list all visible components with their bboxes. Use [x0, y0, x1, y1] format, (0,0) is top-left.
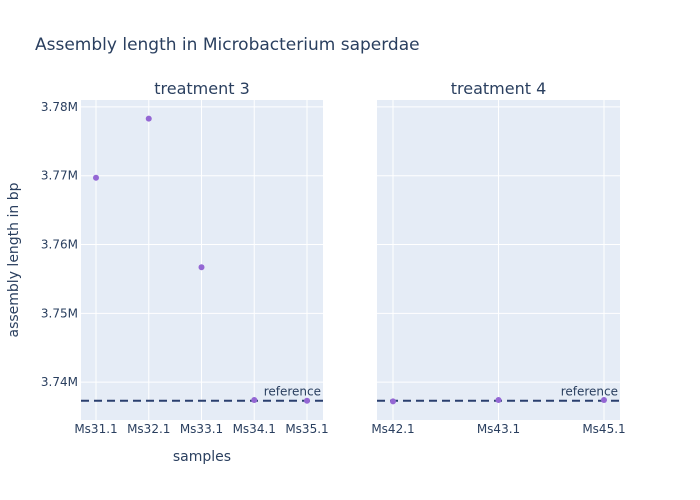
gridlines [377, 100, 620, 420]
y-tick-label: 3.77M [41, 169, 78, 183]
x-tick-label: Ms43.1 [477, 422, 520, 436]
data-point [251, 397, 258, 404]
x-tick-label: Ms45.1 [582, 422, 625, 436]
x-tick-label: Ms35.1 [285, 422, 328, 436]
data-point [390, 398, 396, 405]
y-tick-label: 3.74M [41, 375, 78, 389]
series-marks: Ms42.1 Ms43.1 Ms45.1 reference [371, 385, 625, 436]
chart-title: Assembly length in Microbacterium saperd… [35, 35, 420, 55]
reference-label: reference [561, 385, 618, 399]
x-axis-label: samples [173, 449, 231, 465]
panel-title: treatment 4 [451, 79, 547, 98]
panel-title: treatment 3 [154, 79, 250, 98]
gridlines [81, 100, 323, 420]
x-tick-label: Ms33.1 [180, 422, 223, 436]
panel-treatment-3: treatment 3 Ms31.1 Ms32.1 Ms33.1 Ms34.1 Ms35… [74, 79, 328, 436]
data-point [93, 174, 99, 181]
data-point [495, 397, 502, 404]
data-point [601, 397, 607, 404]
reference-label: reference [264, 385, 321, 399]
data-point [198, 264, 205, 271]
y-tick-label: 3.76M [41, 238, 78, 252]
x-tick-label: Ms42.1 [371, 422, 414, 436]
series-marks: Ms31.1 Ms32.1 Ms33.1 Ms34.1 Ms35.1 reference [74, 115, 329, 436]
y-tick-label: 3.78M [41, 100, 78, 114]
data-point [304, 397, 310, 404]
y-axis: 3.74M 3.75M 3.76M 3.77M 3.78M [41, 100, 78, 389]
x-tick-label: Ms32.1 [127, 422, 170, 436]
y-axis-label: assembly length in bp [6, 182, 22, 337]
panel-treatment-4: treatment 4 Ms42.1 Ms43.1 Ms45.1 reference [371, 79, 625, 436]
x-tick-label: Ms31.1 [74, 422, 117, 436]
data-point [145, 115, 152, 122]
y-tick-label: 3.75M [41, 306, 78, 320]
x-tick-label: Ms34.1 [233, 422, 276, 436]
